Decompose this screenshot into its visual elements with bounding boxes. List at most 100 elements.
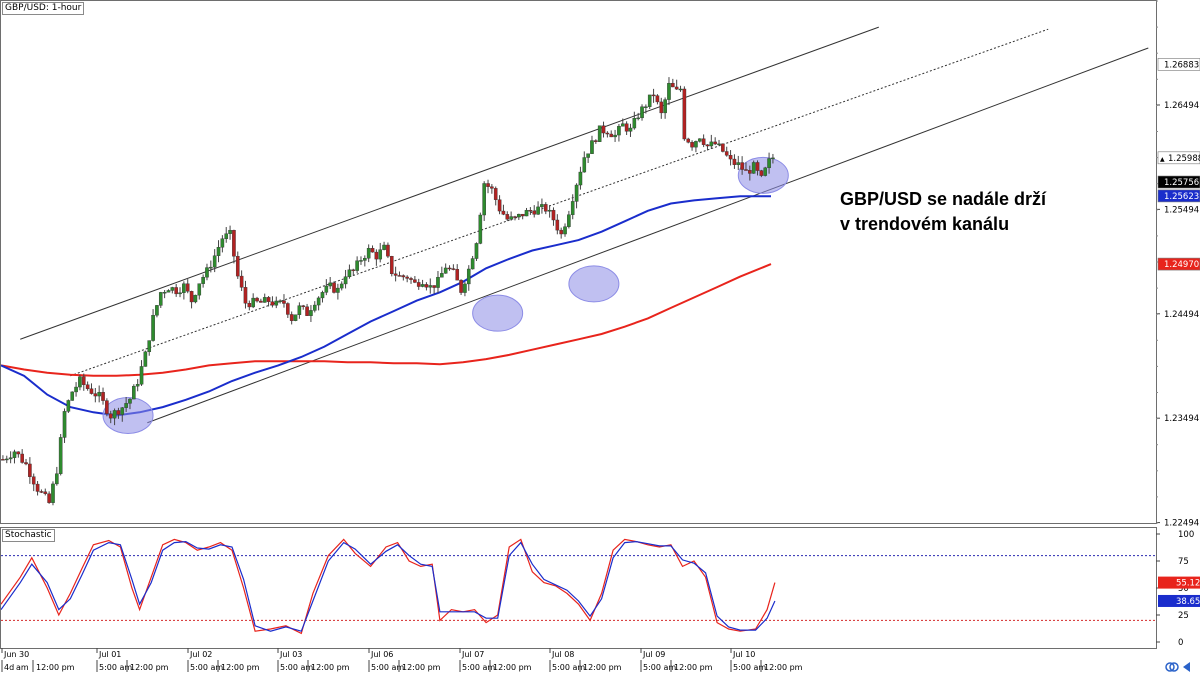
candle [686,137,691,144]
candle-body [43,491,48,494]
candle-body [424,284,429,288]
candle [401,274,406,281]
annotation-line-2: v trendovém kanálu [840,214,1010,234]
candle-body [632,118,637,129]
candle [601,121,606,138]
candle [116,407,121,419]
candle-body [185,283,190,292]
candle-body [440,273,444,278]
annotation-line-1: GBP/USD se nadále drží [840,189,1047,209]
candle [374,249,379,266]
candle [536,201,540,215]
candle-body [543,204,548,212]
candle [636,112,640,121]
stochastic-panel[interactable] [0,527,1157,649]
candle-body [70,391,75,401]
candle-body [62,411,67,438]
candle-body [58,437,63,474]
candle [413,276,417,284]
candle [328,276,332,290]
candle-body [416,282,421,287]
candle [470,255,475,270]
candle [501,204,506,216]
candle [728,150,733,166]
candle [397,271,402,277]
candle [151,309,155,342]
candle [678,85,683,92]
candle-body [409,278,413,280]
candle-body [339,283,344,289]
candle [39,489,44,494]
candle [124,396,128,412]
price-panel[interactable] [0,0,1157,524]
candle-body [736,162,741,165]
candle-body [613,134,617,138]
candle [166,289,171,293]
candle-body [324,285,329,293]
candle [316,296,321,311]
candle-body [116,410,121,415]
candle [147,340,152,356]
sma-slow-line [1,263,772,377]
candle-body [158,292,163,306]
candle-body [601,125,606,134]
candle-body [305,306,309,316]
candle-body [540,204,544,208]
candle [721,143,725,153]
candle-body [312,304,317,311]
candle-body [278,300,282,302]
candle [382,241,386,251]
x-time-label: 5:00 am [99,663,132,672]
candle-body [66,400,71,412]
candle [590,135,594,154]
candle-body [343,276,348,285]
candle-body [247,303,252,308]
candle-body [413,279,417,283]
candle [43,488,48,496]
candle-body [47,493,51,503]
candle-body [328,282,332,287]
candle [555,214,560,235]
candle [332,281,336,294]
candle [182,281,186,300]
candle-body [101,392,105,401]
channel-upper-line [20,26,879,340]
candle [559,227,563,239]
candle-body [586,153,590,158]
candle-body [663,99,667,114]
candle [582,151,587,173]
candle [251,293,255,309]
candle-body [771,157,775,160]
candle [740,156,744,175]
candle [451,264,456,271]
candle-body [644,106,648,108]
x-time-label: 12:00 pm [583,663,622,672]
stoch-line-d [1,540,776,632]
candle-body [748,170,752,174]
candle [632,111,637,130]
candle-body [505,214,510,220]
candle-body [493,188,498,200]
candle [293,314,298,322]
candle [486,179,490,194]
candle-body [370,248,375,253]
candle [320,290,325,303]
candle-body [682,88,687,140]
candle-body [224,233,229,239]
candle [420,279,425,288]
candle [286,302,290,318]
candle [709,134,714,149]
candle-body [293,314,298,321]
candle [4,455,9,464]
candle-body [93,393,98,397]
candle [155,305,159,318]
stoch-tick-label: 0 [1178,638,1183,648]
candle [520,213,525,220]
candle [563,223,567,237]
candle [663,97,667,119]
candle-body [721,143,725,152]
candle [312,301,317,313]
candle [85,381,90,391]
candle-body [239,275,244,288]
channel-middle-line [70,28,1049,377]
